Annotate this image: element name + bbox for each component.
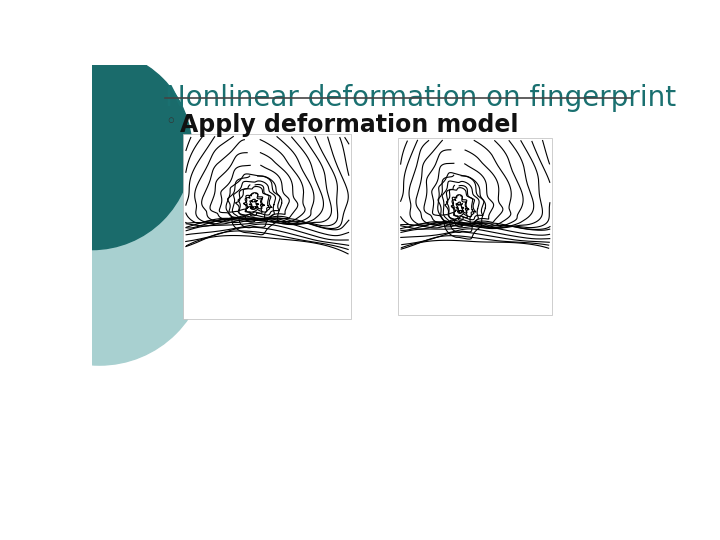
Circle shape	[0, 49, 192, 249]
Text: Apply deformation model: Apply deformation model	[180, 112, 519, 137]
Bar	[184, 134, 351, 319]
Text: ◦: ◦	[165, 112, 176, 131]
Text: Nonlinear deformation on fingerprint: Nonlinear deformation on fingerprint	[165, 84, 676, 112]
Bar	[398, 138, 552, 315]
Circle shape	[0, 150, 207, 365]
